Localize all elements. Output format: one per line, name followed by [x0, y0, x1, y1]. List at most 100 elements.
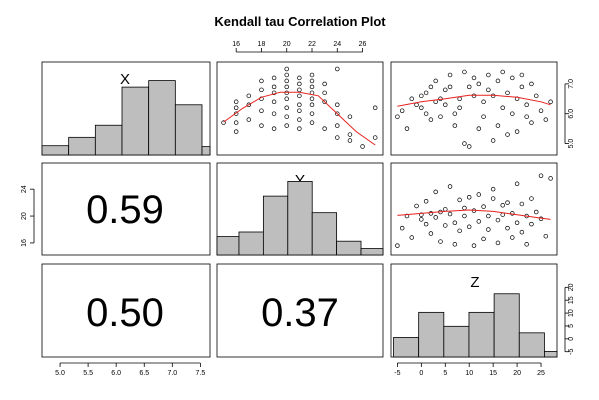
scatter-point-xz-26: [466, 84, 472, 90]
scatter-point-xz-20: [452, 123, 458, 128]
scatter-point-xz-25: [466, 144, 472, 149]
scatter-point-xz-37: [495, 78, 501, 84]
scatter-point-yz-42: [505, 200, 510, 205]
histogram-bar-z-4: [493, 293, 520, 358]
scatter-point-yz-3: [409, 235, 415, 240]
scatter-point-xy-9: [259, 123, 264, 128]
scatter-point-xz-10: [428, 117, 434, 122]
scatter-point-xy-4: [233, 105, 239, 111]
scatter-point-yz-20: [452, 242, 458, 247]
chart-marks: 16 18 20 22 24 26 5.0 5.5 6.0 6.5 7.0 7.5 -5 0 5 10 15 20…: [21, 41, 575, 377]
scatter-point-yz-21: [457, 197, 462, 203]
scatter-point-yz-52: [529, 221, 534, 227]
scatter-point-xy-15: [271, 111, 277, 116]
scatter-point-yz-1: [399, 225, 405, 231]
tick-label-y-top-0: 16: [232, 41, 240, 48]
tick-label-z-bottom-3: 10: [465, 370, 473, 377]
scatter-point-yz-43: [510, 235, 515, 240]
tick-label-x-bottom-2: 6.0: [111, 370, 121, 377]
scatter-point-xy-37: [309, 120, 315, 125]
scatter-point-xz-17: [447, 72, 453, 78]
scatter-point-yz-7: [423, 221, 429, 227]
scatter-point-xy-24: [284, 90, 289, 96]
tick-label-z-right-3: 10: [568, 309, 575, 317]
tick-label-y-top-5: 26: [359, 41, 367, 48]
scatter-point-xy-21: [284, 114, 289, 119]
panel-X-Y: [216, 61, 384, 156]
scatter-point-xy-57: [360, 144, 365, 149]
histogram-bar-y-4: [311, 212, 338, 256]
scatter-point-xy-16: [271, 99, 277, 105]
scatter-point-xz-2: [404, 126, 410, 131]
tick-label-z-bottom-2: 5: [443, 370, 447, 377]
scatter-point-yz-10: [428, 231, 434, 236]
scatter-point-xz-44: [510, 75, 515, 81]
scatter-point-xy-10: [259, 108, 264, 113]
scatter-point-xy-55: [347, 132, 353, 137]
scatter-point-xz-39: [500, 105, 505, 111]
correlation-z-y: 0.37: [261, 291, 339, 335]
scatter-point-xz-21: [457, 96, 462, 102]
tick-label-z-bottom-5: 20: [513, 370, 521, 377]
scatter-point-yz-14: [438, 239, 443, 244]
scatter-point-xz-30: [476, 81, 482, 87]
scatter-point-xy-39: [309, 102, 315, 108]
scatter-point-yz-56: [543, 233, 549, 239]
scatter-point-yz-38: [495, 240, 501, 246]
scatter-point-xy-14: [271, 126, 277, 131]
scatter-point-xz-22: [457, 105, 462, 111]
scatter-point-xz-24: [462, 141, 467, 146]
tick-label-x-bottom-1: 5.5: [83, 370, 93, 377]
histogram-bar-x-3: [121, 86, 150, 156]
scatter-point-xy-28: [284, 66, 289, 72]
scatter-point-yz-29: [476, 219, 482, 224]
tick-label-z-right-2: 5: [568, 324, 575, 328]
scatter-point-xy-6: [246, 117, 252, 122]
scatter-point-xy-31: [297, 108, 302, 113]
scatter-point-xz-29: [476, 126, 482, 131]
scatter-point-xy-49: [335, 135, 340, 140]
scatter-point-yz-4: [414, 203, 419, 209]
scatter-point-yz-30: [476, 192, 482, 197]
scatter-point-xy-48: [322, 81, 327, 87]
scatter-point-yz-5: [419, 212, 424, 217]
scatter-point-yz-33: [486, 213, 491, 219]
scatter-point-xz-8: [423, 111, 429, 116]
scatter-point-xz-40: [500, 69, 505, 75]
scatter-point-xz-43: [510, 111, 515, 116]
scatter-point-xz-19: [452, 111, 458, 116]
scatter-point-xy-53: [335, 66, 340, 72]
scatter-point-xy-46: [322, 99, 327, 105]
scatter-point-xy-27: [284, 72, 289, 78]
scatter-point-xz-23: [462, 69, 467, 75]
scatter-point-yz-45: [514, 181, 520, 187]
smoother-line-xz: [397, 94, 551, 107]
histogram-bar-z-0: [393, 337, 420, 358]
scatter-point-xz-3: [409, 96, 415, 102]
scatter-point-yz-16: [443, 223, 448, 228]
scatter-point-yz-53: [533, 209, 539, 215]
scatter-point-yz-47: [519, 201, 525, 207]
scatter-point-xz-41: [505, 132, 510, 137]
scatter-point-xz-5: [419, 105, 424, 111]
tick-label-y-top-4: 24: [333, 41, 341, 48]
scatter-point-xy-52: [335, 102, 340, 108]
chart-title: Kendall tau Correlation Plot: [214, 14, 386, 29]
histogram-bar-y-6: [360, 248, 384, 256]
scatter-point-yz-31: [481, 236, 486, 242]
tick-label-z-right-1: 0: [568, 337, 575, 341]
variable-label-y: Y: [295, 172, 305, 189]
histogram-bar-x-2: [94, 124, 123, 156]
scatter-point-yz-11: [433, 189, 438, 195]
scatter-point-xy-12: [259, 87, 264, 93]
scatter-point-xz-49: [524, 102, 529, 108]
scatter-point-xz-18: [447, 84, 453, 90]
panel-X-Z: [390, 61, 558, 156]
scatter-point-xy-33: [297, 93, 302, 99]
histogram-bar-z-5: [518, 332, 545, 358]
tick-label-z-bottom-0: -5: [394, 370, 400, 377]
scatter-point-xy-40: [309, 96, 315, 102]
tick-label-y-top-2: 20: [283, 41, 291, 48]
scatter-point-xy-13: [259, 78, 264, 84]
scatter-point-xz-47: [519, 84, 525, 90]
